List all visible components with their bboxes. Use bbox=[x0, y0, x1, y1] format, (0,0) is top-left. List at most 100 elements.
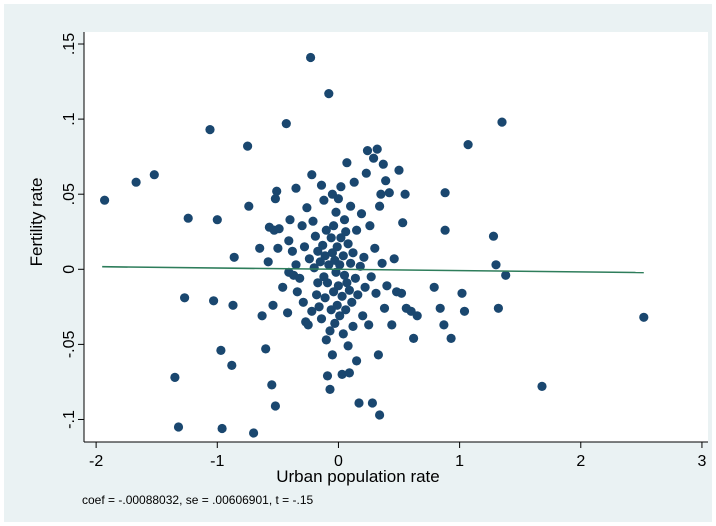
data-point bbox=[335, 311, 345, 321]
data-point bbox=[501, 270, 511, 280]
data-point bbox=[352, 225, 362, 235]
data-point bbox=[332, 300, 342, 310]
data-point bbox=[439, 320, 449, 330]
data-point bbox=[337, 369, 347, 379]
data-point bbox=[227, 360, 237, 370]
data-point bbox=[343, 341, 353, 351]
regression-note: coef = -.00088032, se = .00606901, t = -… bbox=[82, 493, 314, 507]
data-point bbox=[348, 321, 358, 331]
data-point bbox=[372, 144, 382, 154]
y-tick-label: .15 bbox=[61, 33, 78, 55]
data-point bbox=[341, 227, 351, 237]
plot-area bbox=[84, 32, 708, 442]
data-point bbox=[360, 282, 370, 292]
data-point bbox=[359, 252, 369, 262]
data-point bbox=[497, 117, 507, 127]
y-axis: -.1 -.05 0 .05 .1 .15 bbox=[61, 32, 85, 442]
data-point bbox=[274, 224, 284, 234]
data-point bbox=[291, 260, 301, 270]
data-point bbox=[318, 240, 328, 250]
data-point bbox=[348, 248, 358, 258]
data-point bbox=[344, 368, 354, 378]
data-point bbox=[459, 306, 470, 316]
data-point bbox=[243, 141, 253, 151]
data-point bbox=[332, 242, 342, 252]
data-point bbox=[131, 177, 141, 187]
data-point bbox=[379, 303, 390, 313]
data-point bbox=[183, 213, 193, 223]
data-point bbox=[369, 153, 379, 163]
data-point bbox=[356, 209, 367, 219]
data-point bbox=[377, 258, 387, 268]
x-tick-label: 3 bbox=[697, 453, 706, 470]
data-point bbox=[335, 260, 345, 270]
data-point bbox=[488, 231, 499, 241]
data-point bbox=[329, 221, 339, 231]
x-tick-label: -1 bbox=[210, 453, 224, 470]
data-point bbox=[400, 189, 410, 199]
data-point bbox=[355, 261, 365, 271]
data-point bbox=[325, 326, 335, 336]
data-point bbox=[367, 398, 377, 408]
data-point bbox=[375, 410, 385, 420]
data-point bbox=[170, 372, 180, 382]
data-point bbox=[375, 201, 385, 211]
data-point bbox=[336, 182, 346, 192]
data-point bbox=[378, 159, 388, 169]
scatter-chart: -.1 -.05 0 .05 .1 .15 -2 -1 0 1 2 3 Urban populati… bbox=[27, 32, 708, 507]
data-point bbox=[283, 308, 293, 318]
data-point bbox=[330, 318, 340, 328]
data-point bbox=[263, 257, 273, 267]
data-point bbox=[342, 278, 352, 288]
data-point bbox=[278, 282, 288, 292]
data-point bbox=[312, 290, 322, 300]
data-point bbox=[337, 291, 347, 301]
data-point bbox=[325, 384, 335, 394]
data-point bbox=[365, 221, 375, 231]
x-axis: -2 -1 0 1 2 3 bbox=[84, 441, 708, 470]
data-point bbox=[389, 254, 399, 264]
x-tick-label: 1 bbox=[455, 453, 464, 470]
data-point bbox=[281, 119, 291, 129]
data-point bbox=[491, 260, 501, 270]
data-point bbox=[361, 168, 371, 178]
data-point bbox=[209, 296, 219, 306]
data-point bbox=[382, 281, 392, 291]
data-point bbox=[537, 381, 547, 391]
data-point bbox=[493, 303, 503, 313]
data-point bbox=[373, 350, 383, 360]
data-point bbox=[205, 125, 215, 135]
data-point bbox=[217, 423, 227, 434]
data-point bbox=[314, 302, 324, 312]
data-point bbox=[180, 293, 190, 303]
data-point bbox=[267, 380, 277, 390]
data-point bbox=[273, 243, 283, 253]
data-point bbox=[270, 401, 280, 411]
x-tick-label: -2 bbox=[89, 453, 103, 470]
data-point bbox=[347, 297, 357, 307]
data-point bbox=[316, 314, 327, 324]
data-point bbox=[319, 195, 329, 205]
y-tick-label: .1 bbox=[61, 112, 78, 125]
data-point bbox=[270, 194, 280, 204]
data-point bbox=[398, 218, 408, 228]
data-point bbox=[346, 258, 356, 268]
data-point bbox=[229, 252, 239, 262]
data-points bbox=[100, 52, 649, 438]
data-point bbox=[303, 320, 313, 330]
data-point bbox=[370, 243, 380, 253]
data-point bbox=[333, 194, 343, 204]
data-point bbox=[284, 236, 294, 246]
data-point bbox=[316, 180, 327, 190]
data-point bbox=[371, 288, 381, 298]
y-tick-label: 0 bbox=[61, 265, 78, 274]
data-point bbox=[310, 231, 320, 241]
data-point bbox=[362, 146, 373, 156]
data-point bbox=[331, 207, 341, 217]
data-point bbox=[324, 89, 334, 99]
data-point bbox=[396, 288, 407, 298]
data-point bbox=[291, 183, 301, 193]
data-point bbox=[457, 288, 467, 298]
data-point bbox=[446, 333, 456, 343]
data-point bbox=[307, 306, 317, 316]
